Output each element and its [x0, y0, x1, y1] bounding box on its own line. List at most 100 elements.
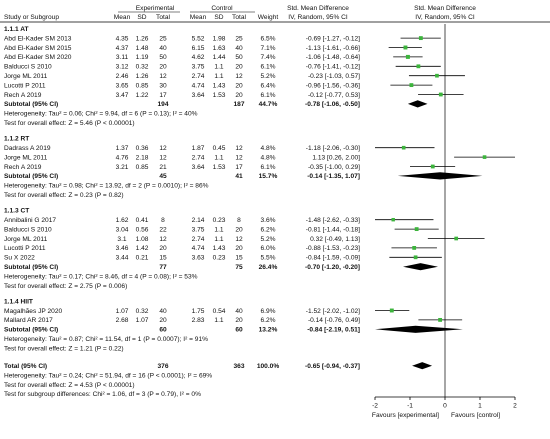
subtotal-total-control: 41: [235, 173, 243, 180]
header-smd-plot: Std. Mean Difference: [414, 5, 476, 12]
footer-stat: Test for overall effect: Z = 4.53 (P < 0…: [4, 382, 135, 389]
mean-experimental: 3.04: [116, 226, 129, 233]
weight: 5.5%: [260, 255, 275, 262]
study-name: Dadrass A 2019: [4, 145, 51, 152]
mean-control: 6.15: [192, 45, 205, 52]
effect-square: [454, 236, 459, 241]
weight: 6.1%: [260, 164, 275, 171]
mean-control: 4.74: [192, 82, 205, 89]
sd-control: 1.53: [213, 164, 226, 171]
mean-control: 2.74: [192, 73, 205, 80]
subtotal-label: Subtotal (95% CI): [4, 101, 58, 108]
total-control: 20: [235, 317, 243, 324]
subtotal-weight: 13.2%: [259, 327, 278, 334]
effect-ci: -1.06 [-1.48, -0.64]: [306, 54, 360, 61]
total-experimental: 12: [159, 145, 167, 152]
favours-experimental-label: Favours [experimental]: [372, 412, 439, 419]
total-experimental: 12: [159, 73, 167, 80]
mean-experimental: 3.44: [116, 255, 129, 262]
header-experimental: Experimental: [136, 5, 175, 12]
effect-square: [391, 217, 395, 222]
subgroup-overall-test: Test for overall effect: Z = 0.23 (P = 0…: [4, 192, 124, 199]
study-name: Jorge ML 2011: [4, 73, 48, 80]
subtotal-label: Subtotal (95% CI): [4, 264, 58, 271]
x-tick-label: -1: [407, 403, 413, 410]
subgroup-heterogeneity: Heterogeneity: Tau² = 0.06; Chi² = 9.94,…: [4, 111, 198, 118]
mean-experimental: 3.12: [116, 64, 129, 71]
effect-square: [412, 246, 417, 250]
header-total-e: Total: [156, 14, 170, 21]
total-total-control: 363: [233, 363, 244, 370]
header-control: Control: [211, 5, 233, 12]
weight: 5.2%: [260, 73, 275, 80]
mean-experimental: 1.37: [116, 145, 129, 152]
effect-square: [438, 92, 443, 97]
study-name: Mallard AR 2017: [4, 317, 53, 324]
total-diamond: [412, 362, 433, 370]
mean-control: 1.75: [192, 308, 205, 315]
subtotal-diamond: [397, 172, 483, 180]
mean-experimental: 2.46: [116, 73, 129, 80]
sd-control: 1.53: [213, 92, 226, 99]
effect-ci: -1.48 [-2.62, -0.33]: [306, 217, 360, 224]
sd-control: 1.1: [214, 154, 223, 161]
total-total-experimental: 376: [157, 363, 168, 370]
sd-control: 1.1: [214, 226, 223, 233]
sd-control: 0.23: [213, 217, 226, 224]
effect-square: [413, 255, 418, 260]
subtotal-weight: 15.7%: [259, 173, 278, 180]
effect-square: [416, 64, 421, 69]
sd-control: 0.45: [213, 145, 226, 152]
total-control: 8: [237, 217, 241, 224]
subgroup-title: 1.1.2 RT: [4, 136, 29, 143]
study-name: Abd El-Kader SM 2013: [4, 35, 72, 42]
sd-experimental: 2.18: [136, 154, 149, 161]
weight: 5.2%: [260, 236, 275, 243]
mean-experimental: 4.37: [116, 45, 129, 52]
weight: 7.4%: [260, 54, 275, 61]
total-label: Total (95% CI): [4, 363, 47, 370]
effect-ci: -0.84 [-1.59, -0.09]: [306, 255, 360, 262]
weight: 6.1%: [260, 64, 275, 71]
subgroup-title: 1.1.1 AT: [4, 26, 29, 33]
study-name: Lucotti P 2011: [4, 82, 46, 89]
subgroup-title: 1.1.3 CT: [4, 208, 29, 215]
sd-experimental: 1.19: [136, 54, 149, 61]
weight: 4.8%: [260, 154, 275, 161]
effect-ci: -0.69 [-1.27, -0.12]: [306, 35, 360, 42]
total-experimental: 12: [159, 236, 167, 243]
subgroup-title: 1.1.4 HIIT: [4, 298, 33, 305]
study-name: Rech A 2019: [4, 164, 42, 171]
mean-experimental: 4.35: [116, 35, 129, 42]
header-study: Study or Subgroup: [4, 14, 59, 21]
effect-ci: -0.96 [-1.56, -0.36]: [306, 82, 360, 89]
subgroup-heterogeneity: Heterogeneity: Tau² = 0.87; Chi² = 11.54…: [4, 336, 208, 343]
weight: 4.8%: [260, 145, 275, 152]
mean-control: 2.74: [192, 154, 205, 161]
total-control: 50: [235, 54, 243, 61]
mean-control: 3.64: [192, 164, 205, 171]
weight: 6.2%: [260, 226, 275, 233]
sd-control: 1.44: [213, 54, 226, 61]
subtotal-total-control: 75: [235, 264, 243, 271]
weight: 6.5%: [260, 35, 275, 42]
effect-ci: -1.13 [-1.61, -0.66]: [306, 45, 360, 52]
study-name: Lucotti P 2011: [4, 245, 46, 252]
subtotal-total-experimental: 194: [157, 101, 168, 108]
effect-ci: -0.81 [-1.44, -0.18]: [306, 226, 360, 233]
sd-control: 1.43: [213, 245, 226, 252]
sd-control: 0.23: [213, 255, 226, 262]
sd-control: 1.1: [214, 64, 223, 71]
mean-experimental: 2.68: [116, 317, 129, 324]
mean-control: 2.83: [192, 317, 205, 324]
effect-square: [418, 36, 423, 41]
effect-ci: -0.76 [-1.41, -0.12]: [306, 64, 360, 71]
x-tick-label: 1: [478, 403, 482, 410]
study-name: Balducci S 2010: [4, 64, 52, 71]
total-control: 20: [235, 245, 243, 252]
subtotal-label: Subtotal (95% CI): [4, 173, 58, 180]
effect-ci: 1.13 [0.26, 2.00]: [312, 154, 360, 161]
total-experimental: 20: [159, 64, 167, 71]
total-experimental: 20: [159, 245, 167, 252]
effect-ci: -1.18 [-2.06, -0.30]: [306, 145, 360, 152]
